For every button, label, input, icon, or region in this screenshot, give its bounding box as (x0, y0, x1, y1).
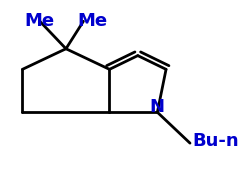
Text: Me: Me (25, 12, 55, 30)
Text: Me: Me (77, 12, 107, 30)
Text: Bu-n: Bu-n (192, 132, 239, 150)
Text: N: N (150, 98, 165, 116)
